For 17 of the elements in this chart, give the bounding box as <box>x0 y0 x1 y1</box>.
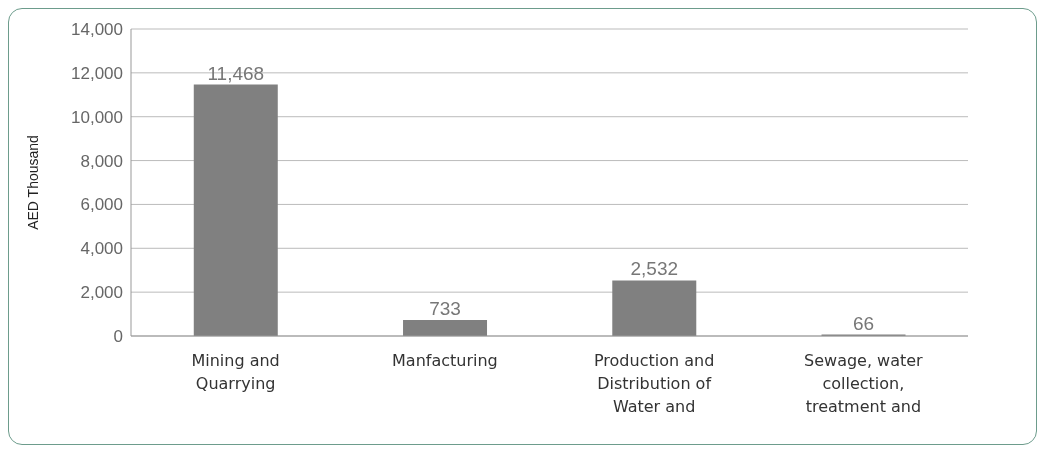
data-label: 2,532 <box>630 258 679 280</box>
x-tick-label: Production and Distribution of Water and <box>593 351 715 416</box>
x-tick-label: Sewage, water collection, treatment and <box>804 351 924 416</box>
y-tick-label: 4,000 <box>80 239 123 259</box>
y-tick-label: 0 <box>113 327 123 347</box>
x-tick-label: Mining and Quarrying <box>191 351 280 393</box>
y-tick-label: 8,000 <box>80 151 123 171</box>
y-tick-label: 6,000 <box>80 195 123 215</box>
y-tick-label: 14,000 <box>71 20 123 40</box>
y-tick-label: 12,000 <box>71 63 123 83</box>
x-tick-label: Manfacturing <box>392 351 498 370</box>
data-label: 66 <box>852 312 875 334</box>
y-tick-label: 2,000 <box>80 283 123 303</box>
data-label: 733 <box>429 297 461 319</box>
data-label: 11,468 <box>207 62 265 84</box>
y-tick-label: 10,000 <box>71 107 123 127</box>
y-axis-title: AED Thousand <box>24 135 41 230</box>
